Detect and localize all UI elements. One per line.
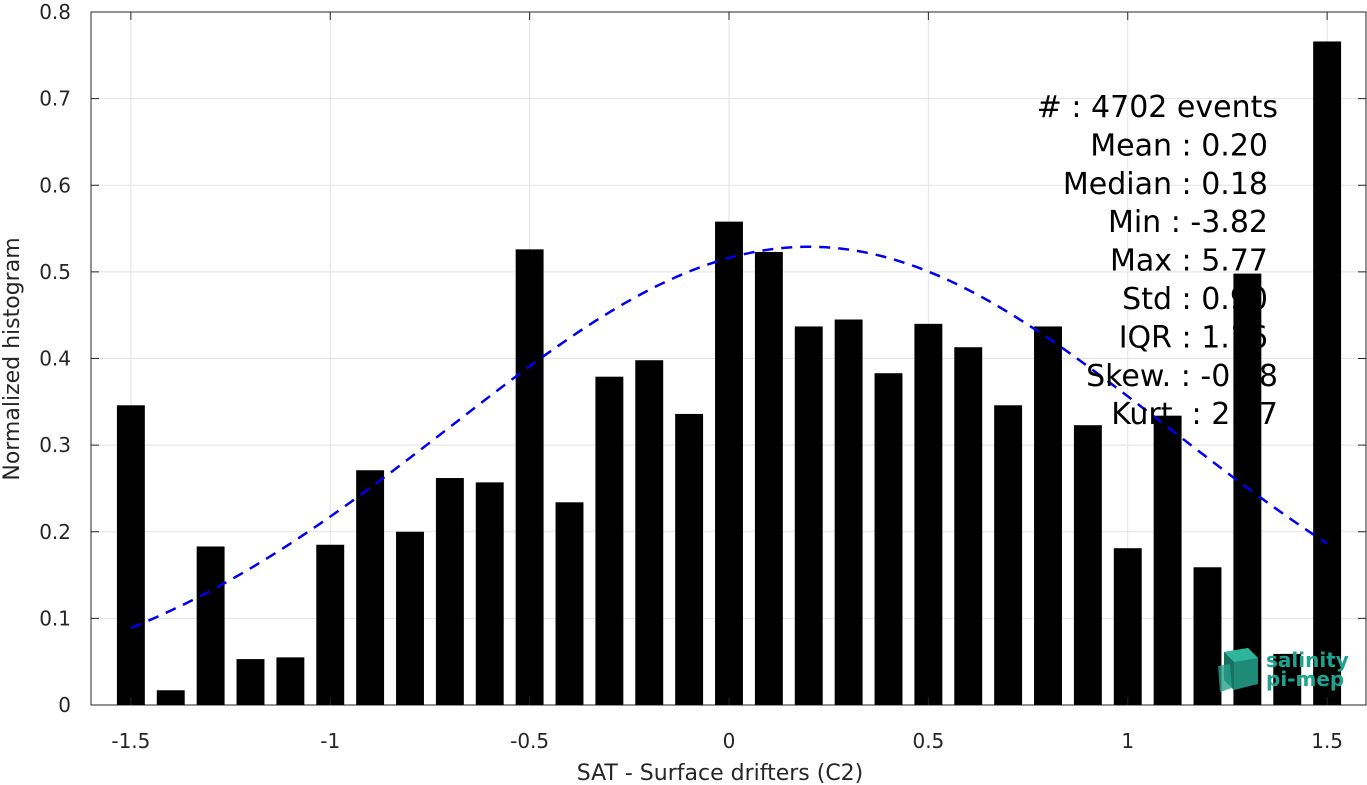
y-tick-label: 0.5 [39,260,71,284]
histogram-bar [116,405,145,705]
histogram-bar [156,690,185,705]
histogram-bar [834,319,863,705]
histogram-bar [475,482,504,705]
logo-text-line2: pi-mep [1266,667,1344,691]
histogram-bar [435,478,464,705]
salinity-pimep-logo: salinity pi-mep [1218,648,1349,692]
stats-line: IQR : 1.16 [1119,320,1268,355]
histogram-bar [794,326,823,705]
histogram-bar [1113,548,1142,705]
histogram-bar [675,413,704,705]
histogram-bar [196,546,225,705]
y-axis-ticks: 0 0.1 0.2 0.3 0.4 0.5 0.6 0.7 0.8 [39,0,1366,717]
stats-line: Skew. : -0.18 [1086,359,1278,394]
x-tick-label: -1.5 [111,729,150,753]
y-tick-label: 0.7 [39,87,71,111]
y-tick-label: 0.2 [39,520,71,544]
histogram-bar [1153,415,1182,705]
histogram-bar [515,249,544,706]
histogram-bar [316,544,345,705]
histogram-bar [555,502,584,705]
histogram-bar [276,657,305,705]
x-tick-label: 0 [723,729,736,753]
histogram-bar [236,659,265,705]
stats-line: Std : 0.90 [1122,282,1268,317]
logo-text-line1: salinity [1266,648,1349,672]
histogram-bar [754,251,783,706]
gaussian-fit-curve [130,245,1328,630]
y-tick-label: 0.3 [39,433,71,457]
histogram-bar [396,531,424,705]
histogram-bar [1034,326,1062,705]
histogram-bar [1073,425,1102,705]
histogram-bar [914,323,943,705]
histogram-bar [356,470,385,705]
x-axis-label: SAT - Surface drifters (C2) [577,761,864,785]
x-tick-label: 1 [1121,729,1134,753]
x-tick-label: 1.5 [1311,729,1343,753]
logo-cube-icon [1218,648,1258,692]
histogram-bar [954,347,983,705]
histogram-bar [595,376,624,705]
stats-line: Max : 5.77 [1110,244,1268,279]
stats-line: Mean : 0.20 [1090,128,1268,163]
x-tick-label: 0.5 [912,729,944,753]
y-tick-label: 0 [58,693,71,717]
stats-line: Kurt. : 2.27 [1111,397,1278,432]
histogram-bar [1313,41,1342,705]
x-tick-label: -0.5 [510,729,549,753]
histogram-bar [1273,653,1302,705]
y-tick-label: 0.4 [39,347,71,371]
stats-line: Min : -3.82 [1108,205,1268,240]
histogram-bar [874,373,903,705]
x-tick-label: -1 [320,729,340,753]
stats-line: # : 4702 events [1037,90,1278,125]
y-tick-label: 0.6 [39,173,71,197]
histogram-bar [1193,567,1222,705]
histogram-bar [994,405,1023,705]
x-axis-ticks: -1.5 -1 -0.5 0 0.5 1 1.5 [111,12,1343,753]
y-axis-label: Normalized histogram [0,237,25,480]
histogram-bar [715,221,743,705]
y-tick-label: 0.1 [39,606,71,630]
stats-line: Median : 0.18 [1063,167,1268,202]
histogram-bar [635,360,664,705]
y-tick-label: 0.8 [39,0,71,24]
histogram-bars [116,41,1342,706]
